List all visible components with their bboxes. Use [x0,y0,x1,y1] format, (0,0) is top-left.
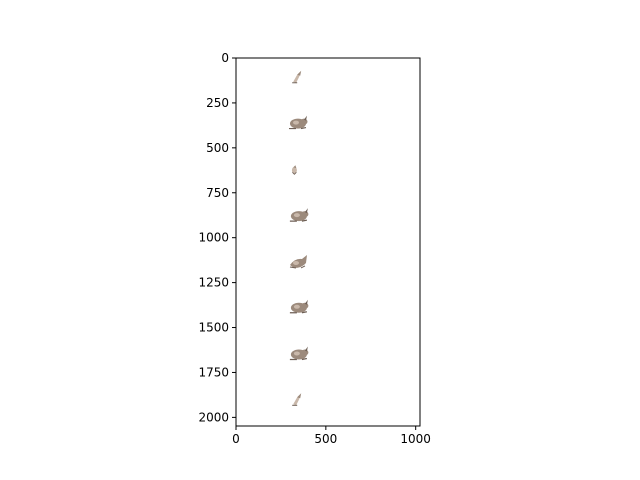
y-tick-label: 1250 [198,276,229,290]
image-marker [289,346,309,361]
image-marker [292,70,302,84]
x-axis-ticks: 0 500 1000 [232,426,431,446]
image-marker [289,299,309,314]
y-axis-ticks: 0 250 500 750 1000 1250 1500 1750 2000 [198,51,236,424]
image-marker [289,254,307,269]
image-marker [291,165,297,175]
y-tick-label: 1750 [198,365,229,379]
y-tick-label: 2000 [198,410,229,424]
chart-marks [288,70,309,406]
y-tick-label: 1500 [198,321,229,335]
y-tick-label: 500 [206,141,229,155]
x-tick-label: 1000 [400,432,431,446]
y-tick-label: 250 [206,96,229,110]
axes [235,57,421,427]
x-tick-label: 500 [314,432,337,446]
y-tick-label: 0 [221,51,229,65]
image-marker [288,115,308,130]
plot-area [236,58,420,426]
axes-frame [235,57,421,427]
image-marker [292,393,302,406]
x-tick-label: 0 [232,432,240,446]
image-marker [289,208,309,222]
y-tick-label: 1000 [198,231,229,245]
y-tick-label: 750 [206,186,229,200]
